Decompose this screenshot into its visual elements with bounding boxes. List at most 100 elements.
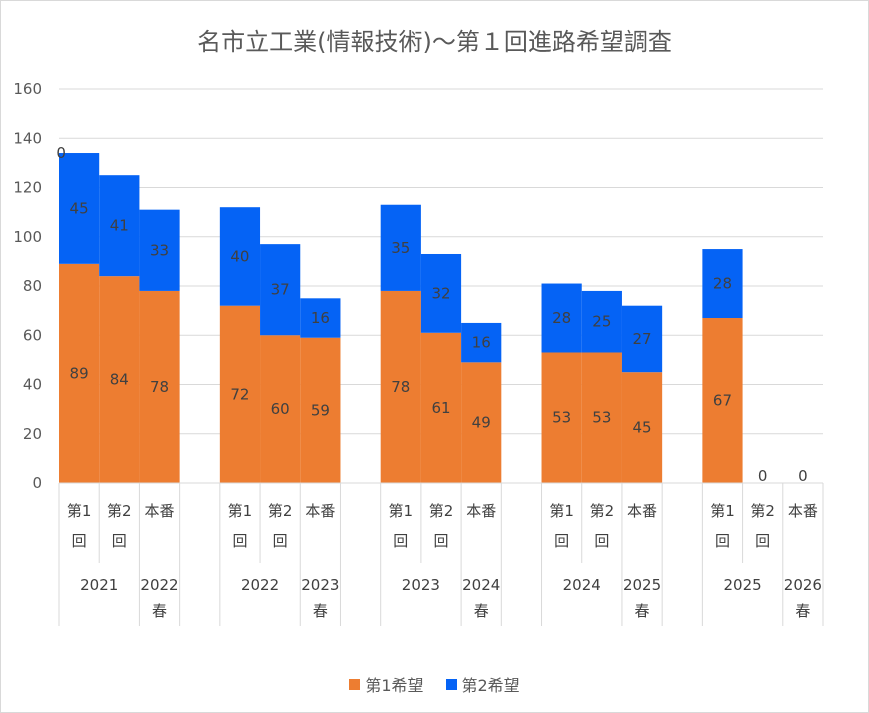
category-label: 回: [232, 532, 247, 550]
data-label-first-choice: 84: [110, 371, 129, 389]
category-label: 回: [112, 532, 127, 550]
bar-second-choice: [621, 305, 663, 373]
category-label: 本番: [627, 502, 657, 520]
y-tick-label: 100: [13, 228, 42, 246]
bar-first-choice: [260, 335, 301, 483]
data-label-first-choice: 61: [431, 399, 450, 417]
bar-first-choice: [702, 318, 743, 483]
category-label: 第1: [228, 502, 253, 520]
data-label-first-choice: 53: [592, 409, 611, 427]
bar-second-choice: [139, 209, 180, 291]
bar-first-choice: [621, 372, 663, 483]
y-tick-label: 20: [23, 425, 42, 443]
legend: 第1希望 第2希望: [0, 672, 869, 696]
bar-second-choice: [219, 207, 261, 306]
category-label: 回: [554, 532, 569, 550]
data-label-second-choice: 25: [592, 313, 611, 331]
data-label-first-choice: 67: [713, 392, 732, 410]
data-label-second-choice: 0: [798, 467, 808, 485]
data-label-first-choice: 72: [230, 385, 249, 403]
y-tick-label: 60: [23, 326, 42, 344]
bar-second-choice: [300, 298, 341, 338]
category-year-label: 2026: [784, 576, 822, 594]
legend-swatch-first-choice: [349, 678, 361, 690]
data-label-second-choice: 33: [150, 241, 169, 259]
category-label: 第2: [590, 502, 615, 520]
category-year-label: 2023: [301, 576, 339, 594]
category-label: 第1: [389, 502, 414, 520]
category-label: 第1: [67, 502, 92, 520]
data-label-second-choice: 16: [472, 334, 491, 352]
category-year-label: 春: [635, 602, 650, 620]
category-year-label: 2024: [462, 576, 500, 594]
data-label-second-choice: 28: [552, 309, 571, 327]
data-label-second-choice: 0: [758, 467, 768, 485]
category-year-label: 2025: [623, 576, 661, 594]
group-label: 2022: [241, 576, 279, 594]
category-label: 本番: [788, 502, 818, 520]
bar-first-choice: [461, 362, 502, 483]
data-label-second-choice: 16: [311, 309, 330, 327]
category-year-label: 春: [795, 602, 810, 620]
category-label: 回: [433, 532, 448, 550]
data-label-second-choice: 41: [110, 217, 129, 235]
y-tick-label: 40: [23, 376, 42, 394]
bar-second-choice: [702, 249, 743, 319]
data-label-first-choice: 53: [552, 409, 571, 427]
data-label-extra: 0: [56, 144, 66, 162]
legend-item-second-choice: 第2希望: [445, 672, 520, 696]
bar-second-choice: [461, 322, 502, 363]
group-label: 2021: [80, 576, 118, 594]
bar-first-choice: [219, 305, 261, 483]
bar-first-choice: [59, 263, 100, 483]
bar-second-choice: [260, 244, 301, 336]
category-year-label: 春: [152, 602, 167, 620]
bar-first-choice: [300, 337, 341, 483]
category-label: 回: [273, 532, 288, 550]
data-label-second-choice: 40: [230, 247, 249, 265]
category-label: 回: [755, 532, 770, 550]
category-label: 本番: [145, 502, 175, 520]
category-year-label: 春: [474, 602, 489, 620]
bar-first-choice: [380, 290, 421, 483]
data-label-first-choice: 59: [311, 401, 330, 419]
data-label-first-choice: 45: [633, 419, 652, 437]
bar-second-choice: [59, 153, 100, 264]
data-label-second-choice: 27: [633, 330, 652, 348]
bar-first-choice: [420, 332, 462, 483]
bar-first-choice: [541, 352, 582, 483]
legend-item-first-choice: 第1希望: [349, 672, 424, 696]
category-label: 第2: [750, 502, 775, 520]
bar-second-choice: [541, 283, 582, 353]
data-label-second-choice: 35: [391, 239, 410, 257]
category-label: 本番: [466, 502, 496, 520]
data-label-second-choice: 37: [271, 281, 290, 299]
y-tick-label: 80: [23, 277, 42, 295]
category-label: 回: [594, 532, 609, 550]
y-tick-label: 160: [13, 80, 42, 98]
y-tick-label: 120: [13, 179, 42, 197]
category-label: 第1: [710, 502, 735, 520]
group-label: 2024: [563, 576, 601, 594]
bar-second-choice: [420, 253, 462, 333]
category-label: 本番: [305, 502, 335, 520]
y-tick-label: 140: [13, 129, 42, 147]
category-label: 回: [393, 532, 408, 550]
category-label: 第2: [429, 502, 454, 520]
data-label-second-choice: 28: [713, 275, 732, 293]
bar-first-choice: [139, 290, 180, 483]
group-label: 2023: [402, 576, 440, 594]
data-label-second-choice: 32: [431, 284, 450, 302]
legend-label-second-choice: 第2希望: [461, 676, 520, 695]
legend-swatch-second-choice: [445, 678, 457, 690]
bar-first-choice: [99, 276, 140, 483]
category-label: 第2: [107, 502, 132, 520]
category-year-label: 2022: [140, 576, 178, 594]
bar-second-choice: [380, 204, 421, 291]
category-label: 第2: [268, 502, 293, 520]
data-label-second-choice: 45: [70, 199, 89, 217]
group-label: 2025: [723, 576, 761, 594]
data-label-first-choice: 78: [391, 378, 410, 396]
bar-second-choice: [99, 175, 140, 277]
